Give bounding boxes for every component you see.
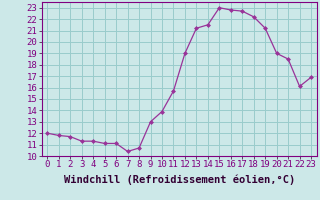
X-axis label: Windchill (Refroidissement éolien,°C): Windchill (Refroidissement éolien,°C)	[64, 175, 295, 185]
